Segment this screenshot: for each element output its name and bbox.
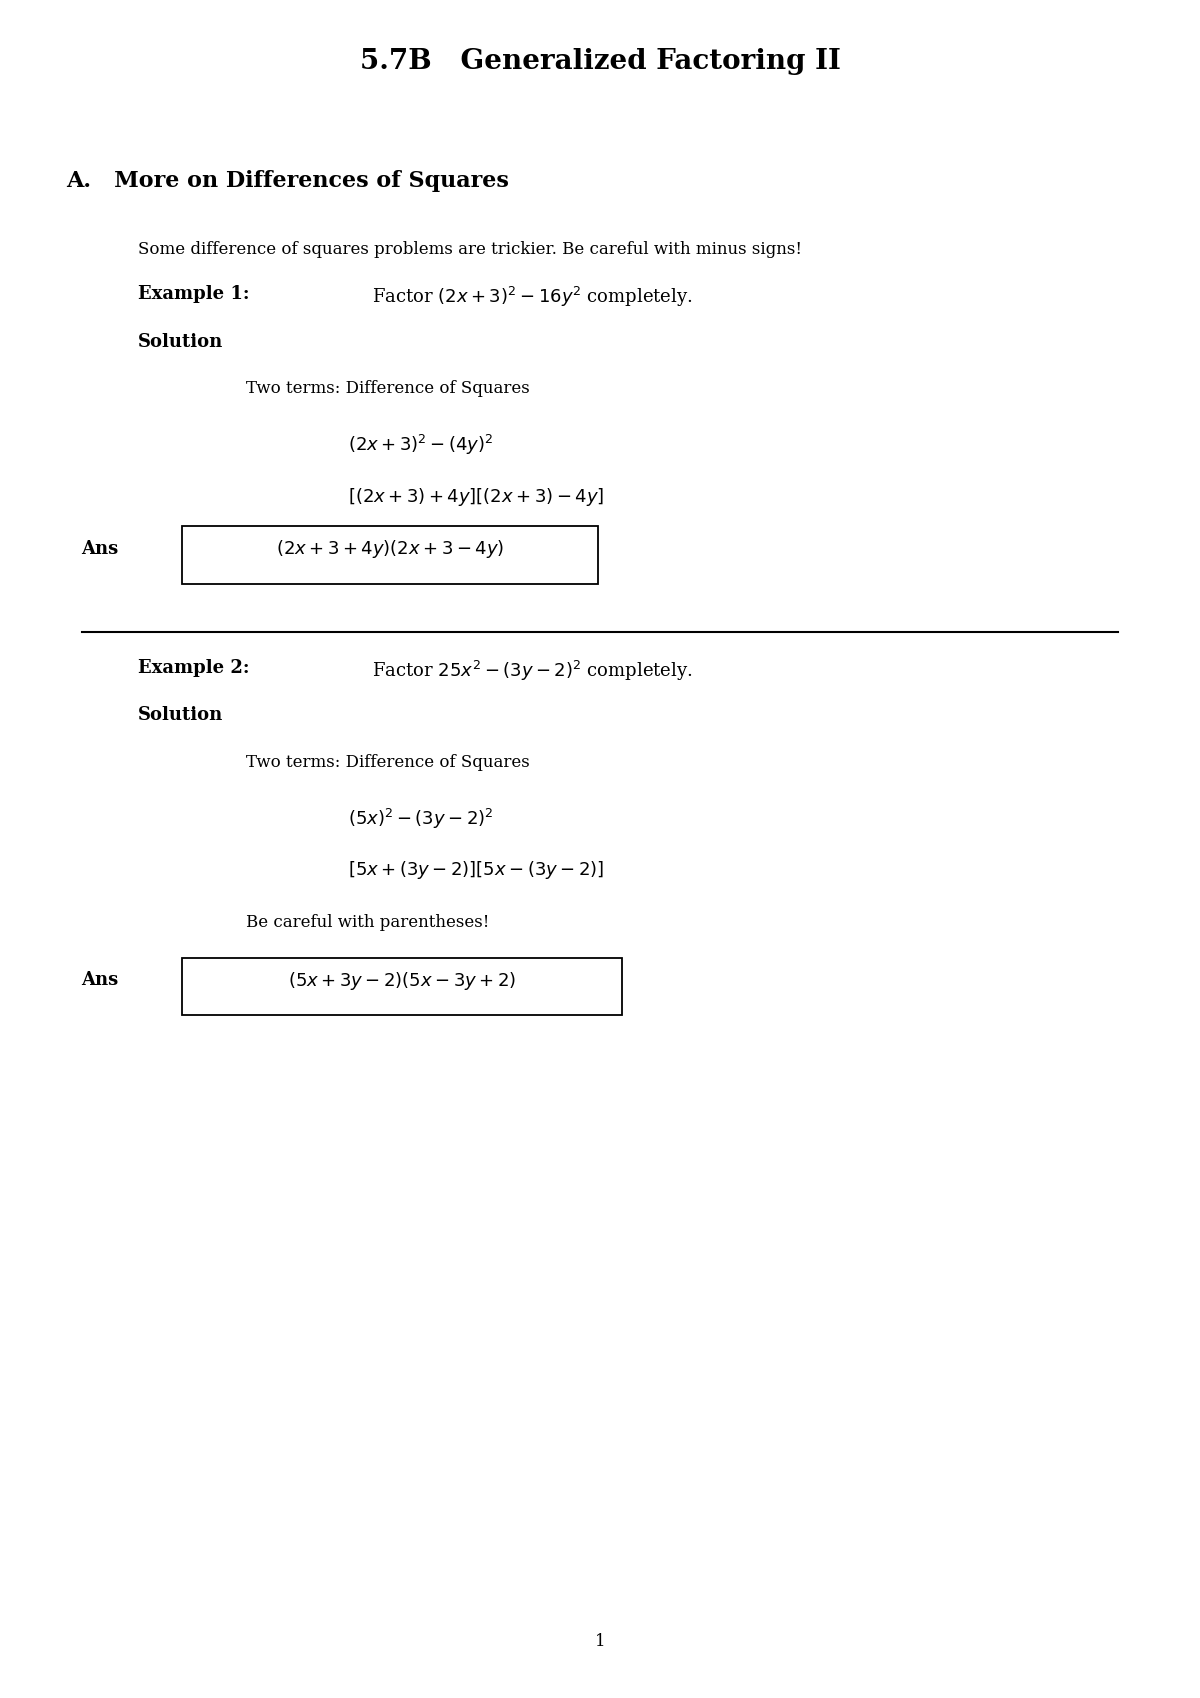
Text: Ans: Ans <box>82 540 119 559</box>
Text: A.   More on Differences of Squares: A. More on Differences of Squares <box>66 170 509 192</box>
Text: Example 2:: Example 2: <box>138 659 250 678</box>
Text: $(5x + 3y - 2)(5x - 3y + 2)$: $(5x + 3y - 2)(5x - 3y + 2)$ <box>288 970 516 992</box>
Text: 5.7B   Generalized Factoring II: 5.7B Generalized Factoring II <box>360 48 840 75</box>
Text: 1: 1 <box>595 1633 605 1650</box>
Text: $(5x)^2 - (3y - 2)^2$: $(5x)^2 - (3y - 2)^2$ <box>348 807 493 830</box>
Text: Be careful with parentheses!: Be careful with parentheses! <box>246 914 490 931</box>
Text: Some difference of squares problems are trickier. Be careful with minus signs!: Some difference of squares problems are … <box>138 241 802 258</box>
Text: Factor $(2x + 3)^2 - 16y^2$ completely.: Factor $(2x + 3)^2 - 16y^2$ completely. <box>372 285 692 309</box>
Text: $[(2x + 3) + 4y][(2x + 3) - 4y]$: $[(2x + 3) + 4y][(2x + 3) - 4y]$ <box>348 486 605 508</box>
Text: $(2x + 3)^2 - (4y)^2$: $(2x + 3)^2 - (4y)^2$ <box>348 433 493 457</box>
Text: $(2x + 3 + 4y)(2x + 3 - 4y)$: $(2x + 3 + 4y)(2x + 3 - 4y)$ <box>276 538 504 560</box>
Text: Factor $25x^2 - (3y - 2)^2$ completely.: Factor $25x^2 - (3y - 2)^2$ completely. <box>372 659 692 683</box>
Text: Solution: Solution <box>138 333 223 351</box>
Text: Two terms: Difference of Squares: Two terms: Difference of Squares <box>246 380 529 397</box>
FancyBboxPatch shape <box>182 526 598 584</box>
Text: Solution: Solution <box>138 706 223 725</box>
Text: Ans: Ans <box>82 971 119 990</box>
FancyBboxPatch shape <box>182 958 622 1015</box>
Text: Example 1:: Example 1: <box>138 285 250 304</box>
Text: $[5x + (3y - 2)][5x - (3y - 2)]$: $[5x + (3y - 2)][5x - (3y - 2)]$ <box>348 859 605 881</box>
Text: Two terms: Difference of Squares: Two terms: Difference of Squares <box>246 754 529 771</box>
